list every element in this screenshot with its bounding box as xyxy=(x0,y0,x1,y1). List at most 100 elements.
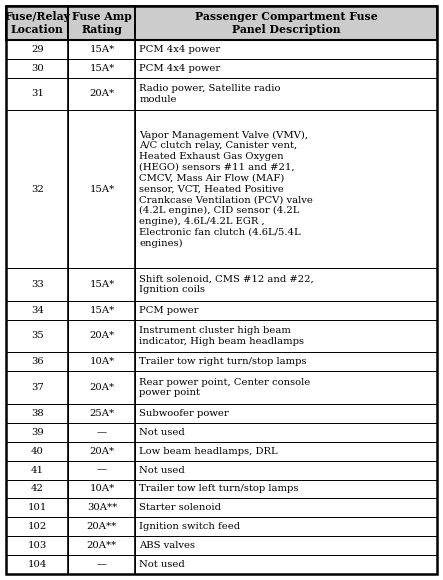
Bar xyxy=(69,461,135,480)
Text: Fuse Amp
Rating: Fuse Amp Rating xyxy=(72,11,132,35)
Bar xyxy=(6,442,69,461)
Bar xyxy=(69,352,135,371)
Text: Radio power, Satellite radio
module: Radio power, Satellite radio module xyxy=(139,84,281,104)
Bar xyxy=(69,536,135,555)
Text: Subwoofer power: Subwoofer power xyxy=(139,409,229,418)
Text: 15A*: 15A* xyxy=(89,64,115,72)
Bar xyxy=(69,110,135,268)
Text: Fuse/Relay
Location: Fuse/Relay Location xyxy=(4,11,70,35)
Text: 20A*: 20A* xyxy=(89,383,114,392)
Bar xyxy=(6,423,69,442)
Bar xyxy=(135,423,437,442)
Text: —: — xyxy=(97,428,107,437)
Text: Vapor Management Valve (VMV),
A/C clutch relay, Canister vent,
Heated Exhaust Ga: Vapor Management Valve (VMV), A/C clutch… xyxy=(139,130,313,248)
Bar xyxy=(6,78,69,110)
Bar xyxy=(69,480,135,498)
Text: 15A*: 15A* xyxy=(89,306,115,314)
Bar xyxy=(135,6,437,40)
Bar xyxy=(6,110,69,268)
Text: Low beam headlamps, DRL: Low beam headlamps, DRL xyxy=(139,447,278,456)
Text: 10A*: 10A* xyxy=(89,484,115,494)
Text: 30A**: 30A** xyxy=(87,503,117,512)
Bar xyxy=(135,40,437,59)
Bar xyxy=(135,461,437,480)
Text: Passenger Compartment Fuse
Panel Description: Passenger Compartment Fuse Panel Descrip… xyxy=(195,11,377,35)
Bar xyxy=(135,110,437,268)
Text: Shift solenoid, CMS #12 and #22,
Ignition coils: Shift solenoid, CMS #12 and #22, Ignitio… xyxy=(139,274,314,294)
Text: 20A*: 20A* xyxy=(89,89,114,99)
Bar xyxy=(135,268,437,300)
Text: Not used: Not used xyxy=(139,560,185,569)
Bar xyxy=(135,517,437,536)
Text: Rear power point, Center console
power point: Rear power point, Center console power p… xyxy=(139,378,311,397)
Bar xyxy=(6,498,69,517)
Bar xyxy=(69,300,135,320)
Text: Not used: Not used xyxy=(139,466,185,474)
Text: 20A*: 20A* xyxy=(89,331,114,340)
Bar xyxy=(6,320,69,352)
Bar xyxy=(135,352,437,371)
Text: Trailer tow right turn/stop lamps: Trailer tow right turn/stop lamps xyxy=(139,357,307,366)
Text: 25A*: 25A* xyxy=(89,409,114,418)
Text: 38: 38 xyxy=(31,409,43,418)
Bar xyxy=(69,40,135,59)
Bar xyxy=(6,461,69,480)
Text: Ignition switch feed: Ignition switch feed xyxy=(139,522,241,531)
Text: —: — xyxy=(97,466,107,474)
Bar xyxy=(6,268,69,300)
Text: 104: 104 xyxy=(27,560,47,569)
Bar xyxy=(69,320,135,352)
Bar xyxy=(135,536,437,555)
Bar xyxy=(6,300,69,320)
Text: 32: 32 xyxy=(31,184,43,194)
Bar xyxy=(69,78,135,110)
Text: PCM 4x4 power: PCM 4x4 power xyxy=(139,45,221,54)
Text: 20A*: 20A* xyxy=(89,447,114,456)
Text: 33: 33 xyxy=(31,280,43,289)
Bar xyxy=(69,404,135,423)
Bar xyxy=(135,404,437,423)
Text: —: — xyxy=(97,560,107,569)
Bar xyxy=(135,78,437,110)
Text: 20A**: 20A** xyxy=(87,541,117,550)
Text: 42: 42 xyxy=(31,484,44,494)
Bar xyxy=(135,300,437,320)
Bar xyxy=(69,517,135,536)
Text: 30: 30 xyxy=(31,64,43,72)
Bar xyxy=(69,268,135,300)
Bar xyxy=(135,371,437,404)
Bar xyxy=(69,59,135,78)
Bar xyxy=(6,404,69,423)
Bar xyxy=(6,371,69,404)
Bar xyxy=(6,6,69,40)
Text: 41: 41 xyxy=(31,466,44,474)
Text: 101: 101 xyxy=(27,503,47,512)
Text: 20A**: 20A** xyxy=(87,522,117,531)
Text: 31: 31 xyxy=(31,89,44,99)
Bar xyxy=(135,320,437,352)
Bar xyxy=(6,480,69,498)
Text: Instrument cluster high beam
indicator, High beam headlamps: Instrument cluster high beam indicator, … xyxy=(139,326,304,346)
Text: 39: 39 xyxy=(31,428,43,437)
Bar xyxy=(6,517,69,536)
Bar xyxy=(135,480,437,498)
Text: 36: 36 xyxy=(31,357,43,366)
Bar xyxy=(6,59,69,78)
Text: 35: 35 xyxy=(31,331,43,340)
Bar xyxy=(135,442,437,461)
Text: Not used: Not used xyxy=(139,428,185,437)
Bar xyxy=(6,352,69,371)
Bar xyxy=(6,40,69,59)
Text: 15A*: 15A* xyxy=(89,45,115,54)
Bar xyxy=(135,59,437,78)
Text: 102: 102 xyxy=(27,522,47,531)
Text: 10A*: 10A* xyxy=(89,357,115,366)
Bar xyxy=(69,555,135,574)
Text: Trailer tow left turn/stop lamps: Trailer tow left turn/stop lamps xyxy=(139,484,299,494)
Bar xyxy=(6,555,69,574)
Text: 15A*: 15A* xyxy=(89,280,115,289)
Bar xyxy=(69,6,135,40)
Text: 29: 29 xyxy=(31,45,43,54)
Bar xyxy=(69,423,135,442)
Bar xyxy=(6,536,69,555)
